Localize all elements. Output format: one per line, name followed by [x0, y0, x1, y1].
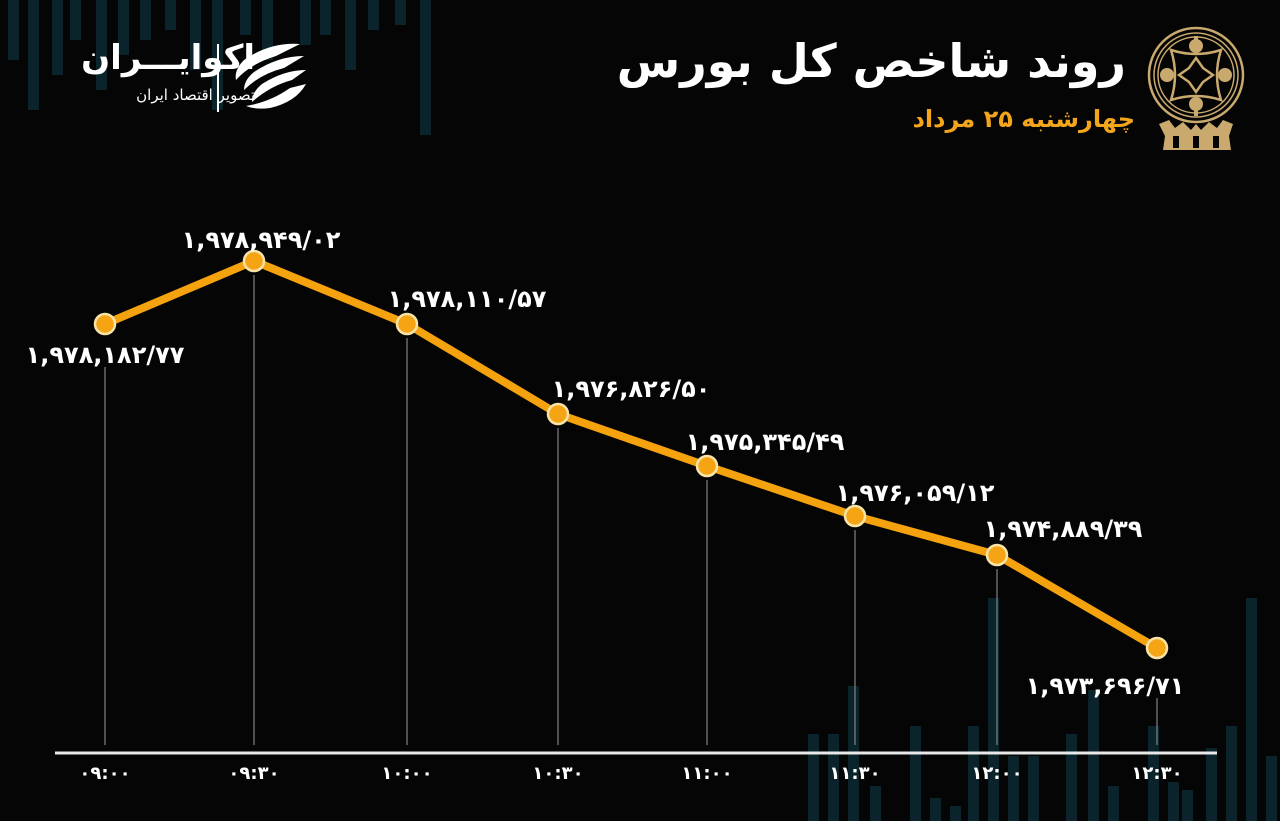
value-label: ۱,۹۷۸,۱۱۰/۵۷ — [387, 285, 547, 313]
x-tick-label: ۱۱:۳۰ — [829, 763, 881, 784]
data-points — [93, 249, 1169, 660]
value-label: ۱,۹۷۸,۹۴۹/۰۲ — [181, 226, 341, 254]
data-point — [395, 312, 419, 336]
data-point — [695, 454, 719, 478]
x-tick-label: ۱۰:۰۰ — [381, 763, 433, 784]
stock-exchange-emblem-icon — [1145, 24, 1249, 158]
x-tick-label: ۱۰:۳۰ — [532, 763, 584, 784]
value-label: ۱,۹۷۳,۶۹۶/۷۱ — [1025, 672, 1185, 700]
brand-mark-icon — [230, 40, 310, 116]
x-tick-label: ۱۲:۰۰ — [971, 763, 1023, 784]
data-point — [1145, 636, 1169, 660]
data-point — [546, 402, 570, 426]
value-label: ۱,۹۷۴,۸۸۹/۳۹ — [983, 515, 1143, 543]
x-tick-label: ۱۲:۳۰ — [1131, 763, 1183, 784]
data-point — [242, 249, 266, 273]
brand-name: اکوایـــران — [81, 38, 255, 78]
drop-lines — [104, 275, 1158, 745]
value-label: ۱,۹۷۸,۱۸۲/۷۷ — [25, 341, 185, 369]
brand-tagline: تصویر اقتصاد ایران — [136, 86, 255, 104]
data-point — [843, 504, 867, 528]
value-label: ۱,۹۷۶,۸۲۶/۵۰ — [551, 375, 711, 403]
series-line — [101, 257, 1161, 652]
x-tick-label: ۱۱:۰۰ — [681, 763, 733, 784]
data-point — [93, 312, 117, 336]
x-tick-label: ۰۹:۰۰ — [79, 763, 131, 784]
value-label: ۱,۹۷۶,۰۵۹/۱۲ — [835, 479, 995, 507]
brand-divider — [217, 44, 219, 112]
x-tick-label: ۰۹:۳۰ — [228, 763, 280, 784]
brand-logo: اکوایـــران تصویر اقتصاد ایران — [50, 38, 320, 120]
data-point — [985, 543, 1009, 567]
value-label: ۱,۹۷۵,۳۴۵/۴۹ — [685, 428, 845, 456]
page-title: روند شاخص کل بورس — [616, 34, 1126, 88]
date-subtitle: چهارشنبه ۲۵ مرداد — [912, 105, 1135, 133]
